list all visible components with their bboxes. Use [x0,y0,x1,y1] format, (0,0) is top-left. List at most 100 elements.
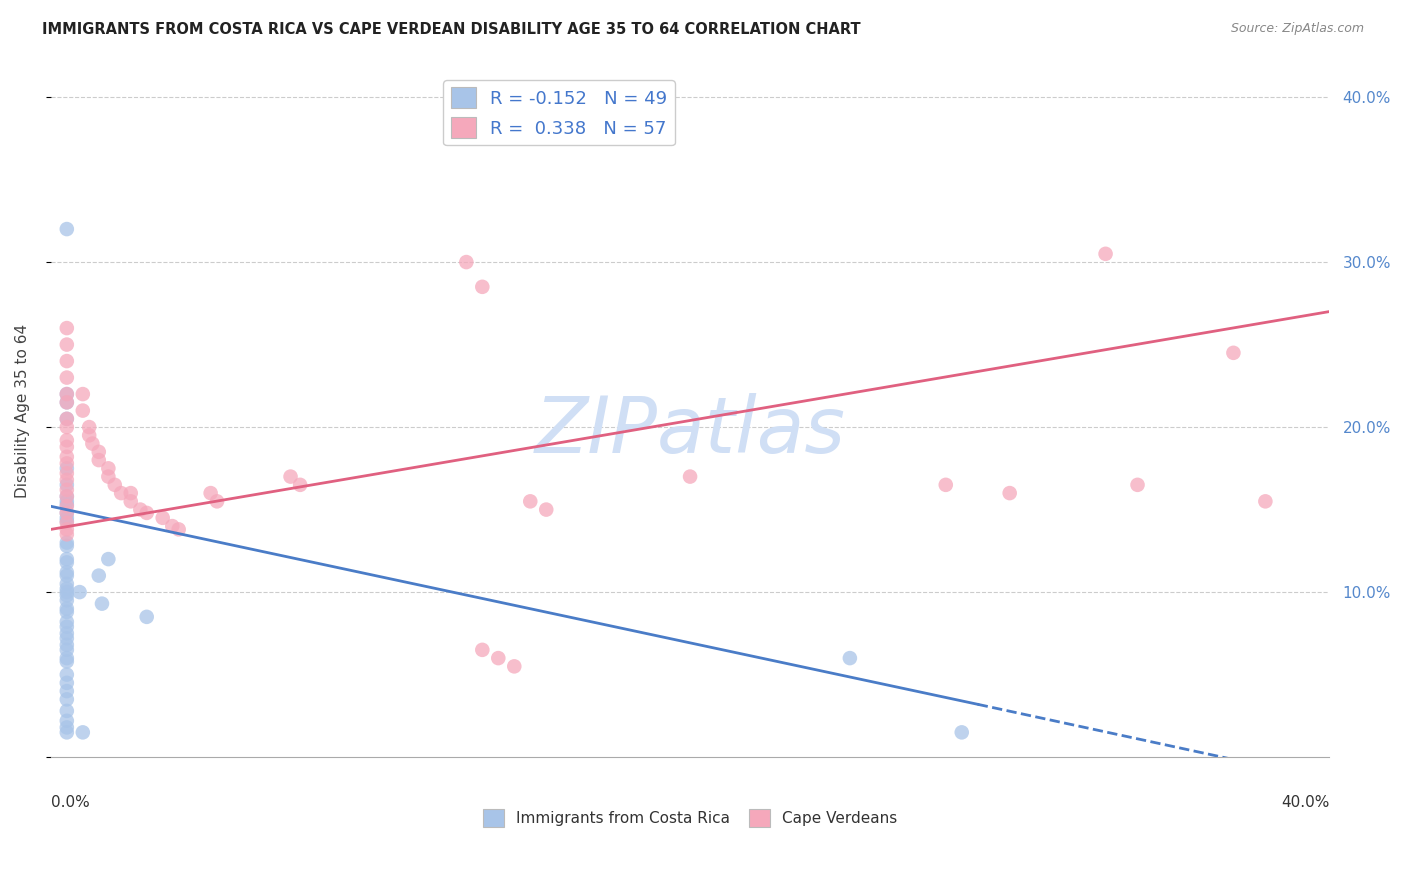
Point [104,478,127,492]
Point [135,506,157,520]
Point [56,467,79,481]
Point [56,632,79,646]
Point [56,566,79,580]
Point [456,255,478,269]
Point [1126,478,1149,492]
Point [56,387,79,401]
Point [56,643,79,657]
Point [56,506,79,520]
Point [56,412,79,426]
Point [56,626,79,640]
Point [56,434,79,448]
Point [56,539,79,553]
Point [56,725,79,739]
Point [56,395,79,409]
Point [950,725,973,739]
Point [56,387,79,401]
Point [503,659,526,673]
Point [471,643,494,657]
Point [935,478,957,492]
Point [152,511,174,525]
Point [56,395,79,409]
Point [56,582,79,596]
Point [97,469,120,483]
Text: Source: ZipAtlas.com: Source: ZipAtlas.com [1230,22,1364,36]
Point [56,692,79,706]
Point [97,552,120,566]
Point [135,610,157,624]
Point [56,494,79,508]
Point [56,527,79,541]
Point [56,588,79,602]
Point [87,568,110,582]
Point [56,601,79,615]
Point [56,720,79,734]
Point [838,651,860,665]
Point [1222,346,1244,360]
Point [87,453,110,467]
Point [77,428,100,442]
Point [56,654,79,668]
Point [205,494,228,508]
Point [56,638,79,652]
Point [56,684,79,698]
Point [72,387,94,401]
Point [56,651,79,665]
Point [56,704,79,718]
Point [72,403,94,417]
Point [56,500,79,514]
Point [56,420,79,434]
Point [56,498,79,512]
Point [56,489,79,503]
Point [167,522,190,536]
Text: 40.0%: 40.0% [1281,796,1329,810]
Point [288,478,311,492]
Y-axis label: Disability Age 35 to 64: Disability Age 35 to 64 [15,324,30,498]
Point [110,486,132,500]
Point [56,511,79,525]
Point [56,440,79,454]
Point [56,535,79,549]
Point [56,506,79,520]
Point [56,605,79,619]
Point [97,461,120,475]
Point [56,450,79,464]
Point [56,593,79,607]
Text: 0.0%: 0.0% [51,796,90,810]
Point [56,714,79,728]
Point [56,461,79,475]
Text: IMMIGRANTS FROM COSTA RICA VS CAPE VERDEAN DISABILITY AGE 35 TO 64 CORRELATION C: IMMIGRANTS FROM COSTA RICA VS CAPE VERDE… [42,22,860,37]
Point [56,585,79,599]
Point [120,486,142,500]
Point [280,469,302,483]
Point [536,502,558,516]
Point [56,552,79,566]
Point [56,222,79,236]
Point [87,445,110,459]
Point [56,412,79,426]
Point [120,494,142,508]
Point [69,585,91,599]
Point [56,577,79,591]
Point [200,486,222,500]
Point [56,522,79,536]
Point [91,597,114,611]
Point [1094,247,1116,261]
Point [56,555,79,569]
Point [77,420,100,434]
Point [56,354,79,368]
Point [1254,494,1277,508]
Point [486,651,509,665]
Point [56,337,79,351]
Point [56,615,79,629]
Point [56,473,79,487]
Point [56,667,79,681]
Text: ZIPatlas: ZIPatlas [534,393,845,469]
Point [56,483,79,497]
Point [56,516,79,530]
Point [82,436,104,450]
Point [56,478,79,492]
Point [471,280,494,294]
Point [56,620,79,634]
Point [162,519,184,533]
